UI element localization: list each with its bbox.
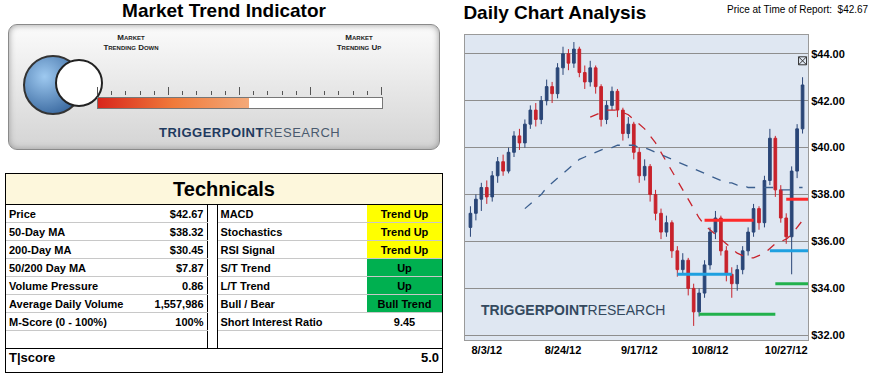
svg-text:Daily Chart Analysis: Daily Chart Analysis: [463, 2, 646, 23]
html-text:TRIGGERPOINT RESEARCH: TRIGGERPOINT RESEARCH: [159, 125, 341, 140]
svg-text:10/8/12: 10/8/12: [692, 344, 729, 356]
html-text:Price: Price: [9, 207, 36, 220]
html-text:T|score: T|score: [9, 350, 56, 365]
html-text:Market: Market: [117, 33, 145, 42]
html-text:Trending Down: Trending Down: [103, 43, 159, 52]
svg-text:9/17/12: 9/17/12: [621, 344, 658, 356]
html-text:RSI Signal: RSI Signal: [220, 243, 275, 256]
html-text:Volume Pressure: Volume Pressure: [9, 279, 99, 292]
html-text:Trend Up: Trend Up: [380, 207, 429, 220]
html-text:Trending Up: Trending Up: [336, 43, 382, 52]
html-text:S/T Trend: S/T Trend: [220, 261, 271, 274]
svg-text:$32.00: $32.00: [811, 329, 845, 341]
svg-text:$44.00: $44.00: [811, 48, 845, 60]
html-text:Short Interest Ratio: Short Interest Ratio: [220, 315, 323, 328]
html-text:9.45: 9.45: [393, 315, 416, 328]
html-text:$38.32: $38.32: [169, 225, 204, 238]
html-text:L/T Trend: L/T Trend: [220, 279, 270, 292]
svg-text:$40.00: $40.00: [811, 141, 845, 153]
html-text:Market Trend Indicator: Market Trend Indicator: [122, 0, 326, 21]
svg-text:Price at Time of Report: $42.: Price at Time of Report: $42.67: [727, 4, 869, 15]
svg-text:$34.00: $34.00: [811, 282, 845, 294]
html-text:Technicals: Technicals: [173, 177, 275, 200]
svg-text:$42.00: $42.00: [811, 95, 845, 107]
html-text:100%: 100%: [175, 315, 204, 328]
svg-text:8/3/12: 8/3/12: [471, 344, 502, 356]
html-text:Up: Up: [397, 279, 412, 292]
html-text:Bull / Bear: Bull / Bear: [220, 297, 275, 310]
html-text:Average Daily Volume: Average Daily Volume: [9, 297, 124, 310]
html-text:Trend Up: Trend Up: [380, 225, 429, 238]
svg-text:$36.00: $36.00: [811, 235, 845, 247]
html-text:MACD: MACD: [220, 207, 254, 220]
html-text:Market: Market: [345, 33, 373, 42]
html-text:Up: Up: [397, 261, 412, 274]
html-text:Stochastics: Stochastics: [220, 225, 283, 238]
html-text:5.0: 5.0: [420, 350, 439, 365]
html-text:Bull Trend: Bull Trend: [377, 297, 432, 310]
html-text:$42.67: $42.67: [169, 207, 204, 220]
svg-text:8/24/12: 8/24/12: [545, 344, 582, 356]
html-text:1,557,986: 1,557,986: [154, 297, 204, 310]
html-text:50-Day MA: 50-Day MA: [9, 225, 66, 238]
svg-text:10/27/12: 10/27/12: [765, 344, 808, 356]
html-text:Trend Up: Trend Up: [380, 243, 429, 256]
html-text:$7.87: $7.87: [176, 261, 204, 274]
html-text:200-Day MA: 200-Day MA: [9, 243, 72, 256]
html-text:$30.45: $30.45: [169, 243, 204, 256]
html-text:0.86: 0.86: [182, 279, 204, 292]
html-text:50/200 Day MA: 50/200 Day MA: [9, 261, 86, 274]
html-text:M-Score (0 - 100%): M-Score (0 - 100%): [9, 315, 107, 328]
svg-text:TRIGGERPOINTRESEARCH: TRIGGERPOINTRESEARCH: [481, 302, 665, 318]
svg-text:$38.00: $38.00: [811, 188, 845, 200]
